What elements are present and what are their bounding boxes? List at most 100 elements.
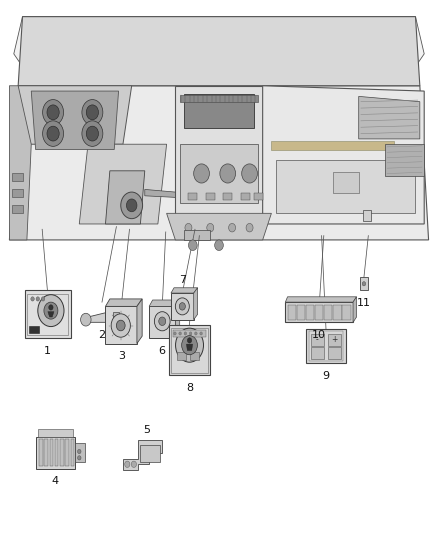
Bar: [328, 334, 341, 346]
Polygon shape: [10, 86, 428, 240]
Bar: [12, 205, 22, 213]
Circle shape: [175, 298, 189, 315]
Circle shape: [179, 303, 185, 310]
Circle shape: [81, 313, 91, 326]
Circle shape: [111, 314, 131, 337]
Text: 9: 9: [322, 370, 329, 381]
Text: +: +: [332, 335, 338, 344]
Circle shape: [78, 456, 81, 460]
Bar: [272, 141, 394, 150]
Circle shape: [47, 126, 59, 141]
Polygon shape: [75, 443, 85, 462]
Polygon shape: [145, 189, 175, 197]
Circle shape: [86, 126, 99, 141]
Polygon shape: [18, 17, 420, 86]
Bar: [169, 325, 210, 375]
Polygon shape: [187, 344, 193, 351]
Bar: [55, 439, 58, 466]
Circle shape: [229, 223, 236, 232]
Polygon shape: [106, 299, 142, 306]
Circle shape: [173, 332, 176, 335]
Circle shape: [176, 328, 204, 362]
Bar: [308, 332, 343, 361]
Circle shape: [86, 105, 99, 120]
Polygon shape: [359, 96, 420, 139]
Circle shape: [182, 336, 198, 355]
Bar: [39, 439, 42, 466]
Bar: [71, 439, 74, 466]
Polygon shape: [171, 288, 198, 293]
Bar: [49, 439, 53, 466]
Circle shape: [78, 449, 81, 454]
Polygon shape: [180, 144, 258, 203]
Circle shape: [36, 297, 39, 301]
Polygon shape: [286, 297, 357, 302]
Bar: [206, 192, 215, 200]
Bar: [60, 439, 64, 466]
Polygon shape: [31, 91, 119, 150]
Polygon shape: [166, 213, 272, 240]
Bar: [241, 192, 250, 200]
Circle shape: [242, 164, 258, 183]
Circle shape: [362, 281, 366, 286]
Bar: [12, 173, 22, 181]
Polygon shape: [123, 440, 162, 470]
Bar: [184, 230, 210, 240]
Text: 3: 3: [118, 351, 125, 361]
Polygon shape: [149, 300, 180, 306]
Polygon shape: [79, 144, 166, 224]
Polygon shape: [137, 299, 142, 344]
Bar: [360, 277, 368, 290]
Text: 4: 4: [52, 476, 59, 486]
Circle shape: [82, 100, 103, 125]
Polygon shape: [353, 297, 357, 322]
Polygon shape: [18, 86, 132, 144]
Bar: [342, 305, 350, 320]
Circle shape: [42, 121, 64, 147]
Circle shape: [184, 332, 187, 335]
Bar: [184, 94, 254, 128]
Bar: [363, 209, 371, 221]
Circle shape: [42, 100, 64, 125]
Circle shape: [125, 461, 130, 467]
Circle shape: [189, 332, 192, 335]
Bar: [171, 293, 194, 320]
Text: 1: 1: [44, 346, 51, 356]
Circle shape: [179, 332, 181, 335]
Bar: [113, 312, 119, 321]
Bar: [177, 352, 186, 360]
Circle shape: [194, 164, 209, 183]
Polygon shape: [10, 86, 31, 240]
Circle shape: [82, 121, 103, 147]
Circle shape: [187, 338, 192, 343]
Bar: [27, 294, 68, 335]
Circle shape: [159, 317, 166, 326]
Circle shape: [246, 223, 253, 232]
Circle shape: [38, 295, 64, 327]
Circle shape: [121, 192, 143, 219]
Text: 5: 5: [144, 425, 151, 435]
Polygon shape: [194, 288, 198, 320]
Polygon shape: [38, 429, 73, 437]
Bar: [106, 306, 137, 344]
Bar: [44, 439, 48, 466]
Circle shape: [31, 297, 34, 301]
Bar: [311, 334, 324, 346]
Circle shape: [41, 297, 45, 301]
Bar: [333, 305, 342, 320]
Bar: [328, 348, 341, 359]
Bar: [35, 437, 75, 469]
Polygon shape: [175, 86, 263, 224]
Text: 11: 11: [357, 298, 371, 308]
Bar: [297, 305, 305, 320]
Polygon shape: [106, 171, 145, 224]
Text: -: -: [316, 335, 318, 344]
Polygon shape: [166, 27, 272, 59]
Polygon shape: [14, 17, 424, 86]
Bar: [306, 305, 314, 320]
Circle shape: [49, 305, 53, 310]
Bar: [25, 290, 71, 338]
Bar: [173, 330, 206, 337]
Text: 8: 8: [186, 383, 193, 393]
Bar: [311, 348, 324, 359]
